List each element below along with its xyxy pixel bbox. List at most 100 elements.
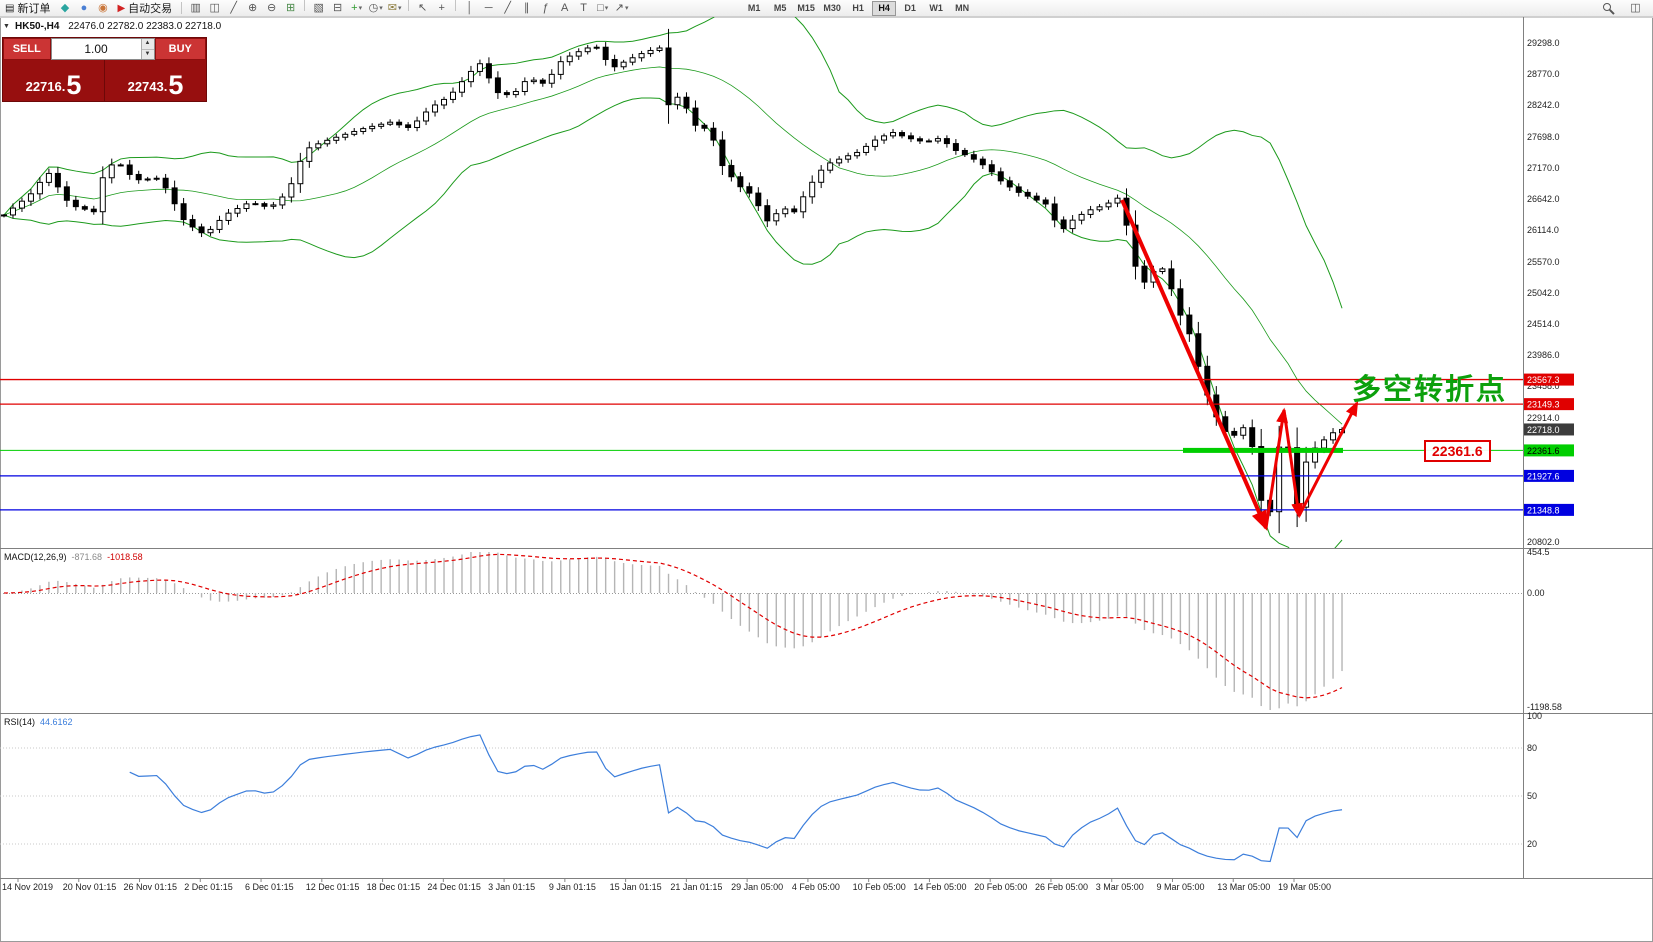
svg-text:20802.0: 20802.0 <box>1527 537 1560 547</box>
volume-spinner: ▲ ▼ <box>50 38 155 60</box>
user-profile-icon: ● <box>80 1 88 14</box>
new-order-label: 新订单 <box>17 3 51 15</box>
timeframe-button-h4[interactable]: H4 <box>872 0 897 16</box>
user-profile-button[interactable]: ● <box>74 0 93 16</box>
shapes-button[interactable]: □ ▾ <box>593 1 612 17</box>
svg-text:9 Jan 01:15: 9 Jan 01:15 <box>549 882 596 892</box>
templates-button[interactable]: ✉ ▾ <box>385 1 404 17</box>
timeframe-button-m1[interactable]: M1 <box>742 1 766 16</box>
text-icon: A <box>560 2 569 15</box>
svg-text:3 Jan 01:15: 3 Jan 01:15 <box>488 882 535 892</box>
bar-chart-button[interactable]: ▥ <box>186 1 205 17</box>
search-button[interactable] <box>1599 0 1618 16</box>
timeframe-button-d1[interactable]: D1 <box>898 1 922 16</box>
time-axis-labels: 14 Nov 2019 20 Nov 01:15 26 Nov 01:15 2 Dec… <box>2 879 1331 892</box>
volume-up-button[interactable]: ▲ <box>141 39 154 50</box>
equidistant-channel-button[interactable]: ∥ <box>517 1 536 17</box>
timeframe-bar: M1 M5 M15 M30 H1 H4 D1 W1 MN <box>741 0 975 16</box>
horizontal-line-button[interactable]: ─ <box>479 1 498 17</box>
text-button[interactable]: A <box>555 1 574 17</box>
vertical-line-button[interactable]: │ <box>460 1 479 17</box>
svg-text:20 Nov 01:15: 20 Nov 01:15 <box>63 882 117 892</box>
autotrading-label: 自动交易 <box>128 3 173 15</box>
tile-windows-button[interactable]: ⊞ <box>281 1 300 17</box>
cascade-windows-icon: ▧ <box>313 2 324 15</box>
svg-text:14 Feb 05:00: 14 Feb 05:00 <box>913 882 966 892</box>
arrange-windows-button[interactable]: ⊟ <box>328 1 347 17</box>
rsi-axis-labels: 100 80 50 20 <box>1527 711 1542 849</box>
support-price-label[interactable]: 22361.6 <box>1424 440 1491 462</box>
zoom-in-button[interactable]: ⊕ <box>243 1 262 17</box>
new-chart-icon: + <box>351 2 358 15</box>
macd-axis-labels: 454.5 0.00 -1198.58 <box>1527 547 1562 712</box>
trendline-button[interactable]: ╱ <box>498 1 517 17</box>
zoom-out-button[interactable]: ⊖ <box>262 1 281 17</box>
dropdown-caret-icon: ▾ <box>379 5 383 13</box>
volume-input[interactable] <box>51 39 141 59</box>
autotrading-button[interactable]: ▶ 自动交易 <box>112 0 177 16</box>
svg-text:24 Dec 01:15: 24 Dec 01:15 <box>427 882 481 892</box>
mql5-community-button[interactable]: ◆ <box>55 0 74 16</box>
macd-name: MACD(12,26,9) <box>4 552 67 562</box>
svg-text:2 Dec 01:15: 2 Dec 01:15 <box>184 882 233 892</box>
bollinger-bands <box>3 17 1343 548</box>
new-order-button[interactable]: ▤ 新订单 <box>0 0 55 16</box>
toolbar-separator <box>181 2 183 14</box>
line-chart-button[interactable]: ╱ <box>224 1 243 17</box>
shapes-icon: □ <box>597 2 604 15</box>
layout-panels-button[interactable]: ◫ <box>1626 0 1645 16</box>
svg-text:25042.0: 25042.0 <box>1527 288 1560 298</box>
arrows-button[interactable]: ↗ ▾ <box>612 1 631 17</box>
sell-price-int: 22716. <box>25 79 66 94</box>
timeframe-button-m5[interactable]: M5 <box>768 1 792 16</box>
one-click-trading-widget: SELL ▲ ▼ BUY 22716.5 22743.5 <box>2 37 207 102</box>
timeframe-button-h1[interactable]: H1 <box>846 1 870 16</box>
cursor-icon: ↖ <box>418 2 428 15</box>
new-chart-button[interactable]: + ▾ <box>347 1 366 17</box>
svg-text:4 Feb 05:00: 4 Feb 05:00 <box>792 882 840 892</box>
alerts-button[interactable]: ◉ <box>93 0 112 16</box>
cascade-windows-button[interactable]: ▧ <box>309 1 328 17</box>
rsi-indicator-label: RSI(14) 44.6162 <box>4 717 73 727</box>
crosshair-button[interactable]: + <box>432 1 451 17</box>
sell-price-panel[interactable]: 22716. 5 <box>3 60 104 101</box>
timeframe-button-w1[interactable]: W1 <box>924 1 948 16</box>
svg-text:21348.8: 21348.8 <box>1527 505 1560 515</box>
macd-indicator-label: MACD(12,26,9) -871.68 -1018.58 <box>4 552 143 562</box>
price-axis-tags: 23567.3 23149.3 22361.6 21927.6 21348.8 22718… <box>1524 373 1574 516</box>
candlestick-chart-button[interactable]: ◫ <box>205 1 224 17</box>
chinese-annotation-text[interactable]: 多空转折点 <box>1352 374 1508 406</box>
timeframe-button-m30[interactable]: M30 <box>820 1 844 16</box>
buy-price-int: 22743. <box>127 79 168 94</box>
svg-text:26114.0: 26114.0 <box>1527 225 1559 235</box>
volume-down-button[interactable]: ▼ <box>141 49 154 59</box>
buy-price-panel[interactable]: 22743. 5 <box>105 60 206 101</box>
new-order-icon: ▤ <box>5 2 15 14</box>
price-axis-labels: 29298.0 28770.0 28242.0 27698.0 27170.0 26642… <box>1527 38 1560 547</box>
one-click-collapse-toggle[interactable]: ▼ <box>3 23 10 30</box>
period-clock-icon: ◷ <box>368 2 379 15</box>
symbol-info-line: HK50-,H4 22476.0 22782.0 22383.0 22718.0 <box>15 21 221 32</box>
svg-text:26 Feb 05:00: 26 Feb 05:00 <box>1035 882 1088 892</box>
svg-text:23149.3: 23149.3 <box>1527 400 1560 410</box>
autotrading-icon: ▶ <box>117 2 126 14</box>
macd-signal-value: -1018.58 <box>107 552 143 562</box>
sell-button[interactable]: SELL <box>3 38 51 60</box>
trend-arrows[interactable] <box>1120 199 1359 531</box>
toolbar-separator <box>304 0 306 12</box>
vertical-line-icon: │ <box>466 2 474 15</box>
fibonacci-button[interactable]: ƒ <box>536 1 555 17</box>
buy-button[interactable]: BUY <box>154 38 206 60</box>
rsi-value: 44.6162 <box>40 717 73 727</box>
text-label-button[interactable]: T <box>574 1 593 17</box>
timeframe-button-m15[interactable]: M15 <box>794 1 818 16</box>
period-clock-button[interactable]: ◷ ▾ <box>366 1 385 17</box>
support-zone-segment[interactable] <box>1183 447 1343 453</box>
svg-text:23986.0: 23986.0 <box>1527 350 1560 360</box>
timeframe-button-mn[interactable]: MN <box>950 1 974 16</box>
arrows-icon: ↗ <box>614 2 624 15</box>
zoom-in-icon: ⊕ <box>248 2 258 15</box>
cursor-button[interactable]: ↖ <box>413 1 432 17</box>
